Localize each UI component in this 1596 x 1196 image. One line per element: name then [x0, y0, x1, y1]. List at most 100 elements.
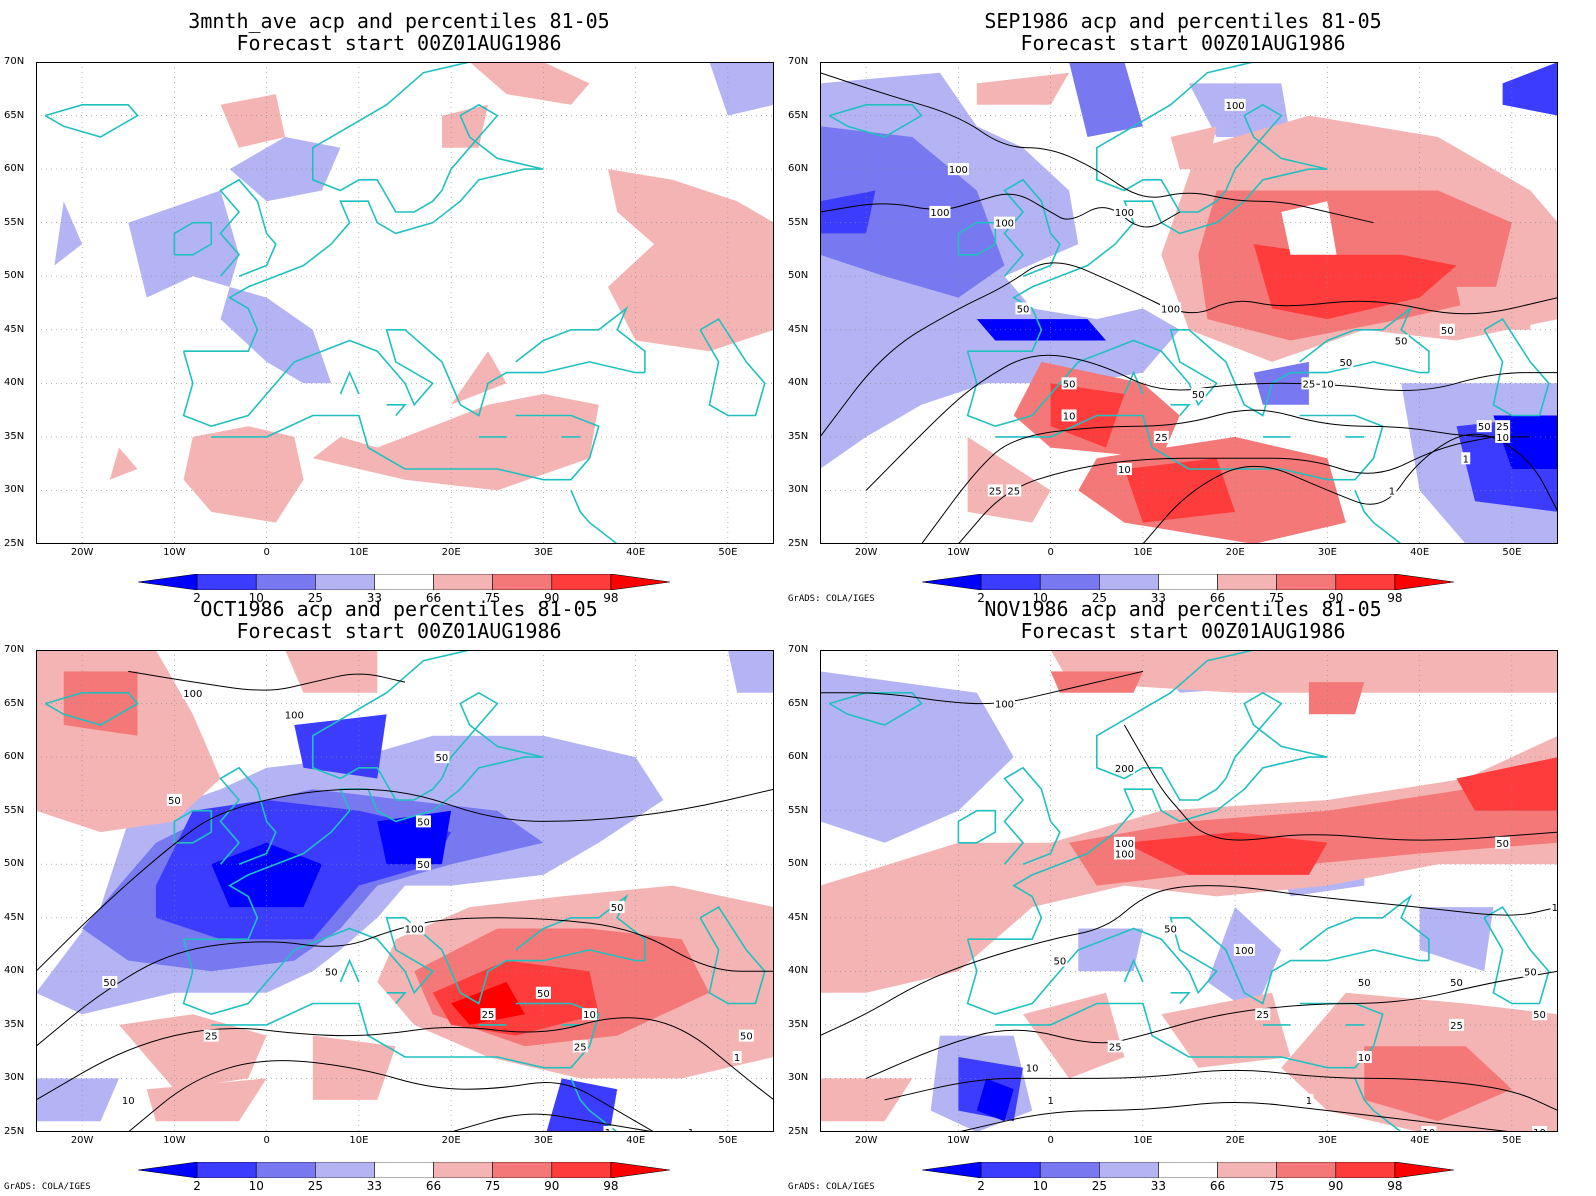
- contour-label: 50: [1358, 978, 1371, 989]
- colorbar-swatch: [921, 1161, 982, 1179]
- contour-label-bg: [1476, 420, 1492, 433]
- coastline: [1483, 318, 1550, 417]
- colorbar-label: 25: [307, 1179, 323, 1193]
- coastline: [339, 958, 360, 983]
- contour-label-bg: [1160, 302, 1182, 315]
- contour-label-bg: [1495, 836, 1511, 849]
- anomaly-blue-5: [294, 714, 387, 779]
- colorbar-label: 2: [193, 591, 201, 605]
- anomaly-red-18: [1124, 458, 1236, 523]
- contour-label: 10: [1321, 379, 1334, 390]
- anomaly-red-8: [608, 169, 774, 352]
- anomaly-red-6: [183, 426, 304, 523]
- anomaly-red-14: [451, 982, 525, 1025]
- contour-label-bg: [403, 922, 425, 935]
- contour-label-bg: [120, 1093, 136, 1106]
- panel-title: 3mnth_ave acp and percentiles 81-05: [188, 9, 610, 33]
- lat-tick-label: 45N: [788, 911, 809, 923]
- anomaly-blue-2: [820, 190, 876, 234]
- anomaly-blue-5: [1078, 928, 1143, 972]
- map-panel-p3: OCT1986 acp and percentiles 81-05 Forecas…: [0, 588, 798, 1192]
- anomaly-red-20: [1170, 126, 1217, 170]
- anomaly-red-15: [119, 1014, 267, 1090]
- lat-tick-label: 25N: [4, 538, 25, 549]
- contour-label-bg: [1319, 377, 1335, 390]
- lat-tick-label: 30N: [788, 484, 809, 496]
- colorbar-wrap: [137, 573, 671, 591]
- colorbar-label: 98: [1387, 591, 1403, 605]
- lon-tick-label: 10E: [349, 1135, 369, 1146]
- contour-label-bg: [166, 793, 182, 806]
- colorbar-label: 66: [1209, 591, 1226, 605]
- panel-subtitle: Forecast start 00Z01AUG1986: [1020, 31, 1346, 55]
- colorbar-label: 25: [307, 591, 323, 605]
- anomaly-blue-7: [1419, 907, 1494, 972]
- map-area: 100 100 100 100 100 100 50 50 50 50 50 50 25 25 25 25 25…: [820, 62, 1558, 544]
- contour-line: [921, 409, 1531, 544]
- contour-label: 100: [1235, 946, 1254, 957]
- contour-label-bg: [1107, 1040, 1123, 1053]
- lat-tick-label: 55N: [4, 216, 25, 228]
- coastline: [1123, 370, 1144, 395]
- panel-title: OCT1986 acp and percentiles 81-05: [200, 597, 598, 621]
- colorbar-label: 25: [1091, 1179, 1107, 1193]
- colorbar-label: 66: [425, 1179, 442, 1193]
- lon-tick-label: 0: [1047, 1135, 1054, 1146]
- lat-tick-label: 40N: [4, 965, 25, 977]
- lat-tick-label: 65N: [788, 697, 809, 709]
- contour-label: 50: [103, 978, 116, 989]
- lat-tick-label: 50N: [788, 858, 809, 870]
- lon-tick-label: 50E: [1502, 1135, 1522, 1146]
- lat-tick-label: 50N: [4, 270, 25, 282]
- contour-label: 25: [1109, 1042, 1122, 1053]
- contour-label-bg: [480, 1008, 496, 1021]
- lon-tick-label: 20E: [1225, 1135, 1245, 1146]
- colorbar-swatch: [433, 1161, 493, 1179]
- colorbar: [137, 573, 671, 591]
- contour-label-bg: [1255, 1008, 1271, 1021]
- lon-tick-label: 40E: [1410, 1135, 1430, 1146]
- contour-label: 100: [1226, 101, 1245, 112]
- contour-label: 25: [482, 1010, 495, 1021]
- anomaly-red-19: [967, 436, 1051, 523]
- colorbar-swatch: [196, 1161, 257, 1179]
- lon-tick-label: 50E: [1502, 547, 1522, 558]
- contour-line: [820, 262, 1558, 438]
- contour-label: 1: [734, 1053, 740, 1064]
- lat-tick-label: 35N: [788, 1018, 809, 1030]
- contour-label-bg: [1550, 901, 1558, 914]
- colorbar-label: 2: [977, 1179, 985, 1193]
- contour-label: 100: [183, 689, 202, 700]
- lon-tick-label: 40E: [626, 547, 646, 558]
- contour-label: 50: [1496, 839, 1509, 850]
- map-frame: [820, 62, 1558, 544]
- contour-label: 25: [1450, 1021, 1463, 1032]
- colorbar-swatch: [1276, 1161, 1337, 1179]
- contour-label-bg: [1356, 1051, 1372, 1064]
- contour-label: 1: [1047, 1096, 1053, 1107]
- lon-tick-label: 20W: [854, 1135, 878, 1146]
- contour-label-bg: [1301, 377, 1317, 390]
- colorbar: [921, 573, 1455, 591]
- colorbar-label: 66: [1209, 1179, 1226, 1193]
- contour-label: 50: [1053, 957, 1066, 968]
- lon-tick-label: 10W: [947, 1135, 970, 1146]
- colorbar-label: 33: [366, 1179, 383, 1193]
- contour-label-bg: [283, 708, 305, 721]
- colorbar-label: 98: [603, 591, 619, 605]
- contour-label-bg: [929, 205, 951, 218]
- anomaly-red-18: [146, 1078, 267, 1122]
- anomaly-blue-0: [128, 190, 332, 384]
- contour-label: 100: [285, 710, 304, 721]
- lon-tick-label: 40E: [626, 1135, 646, 1146]
- map-svg: 1001001005050505050505050252510102511150: [36, 650, 774, 1132]
- contour-label: 1: [688, 1128, 694, 1132]
- map-panel-p4: NOV1986 acp and percentiles 81-05 Forecas…: [784, 588, 1582, 1192]
- contour-label: 50: [611, 903, 624, 914]
- lat-tick-label: 70N: [788, 56, 809, 67]
- contour-label: 50: [168, 796, 181, 807]
- contour-label: 10: [1118, 465, 1131, 476]
- contour-label-bg: [102, 976, 118, 989]
- contour-label-bg: [987, 484, 1003, 497]
- contour-label: 50: [1192, 390, 1205, 401]
